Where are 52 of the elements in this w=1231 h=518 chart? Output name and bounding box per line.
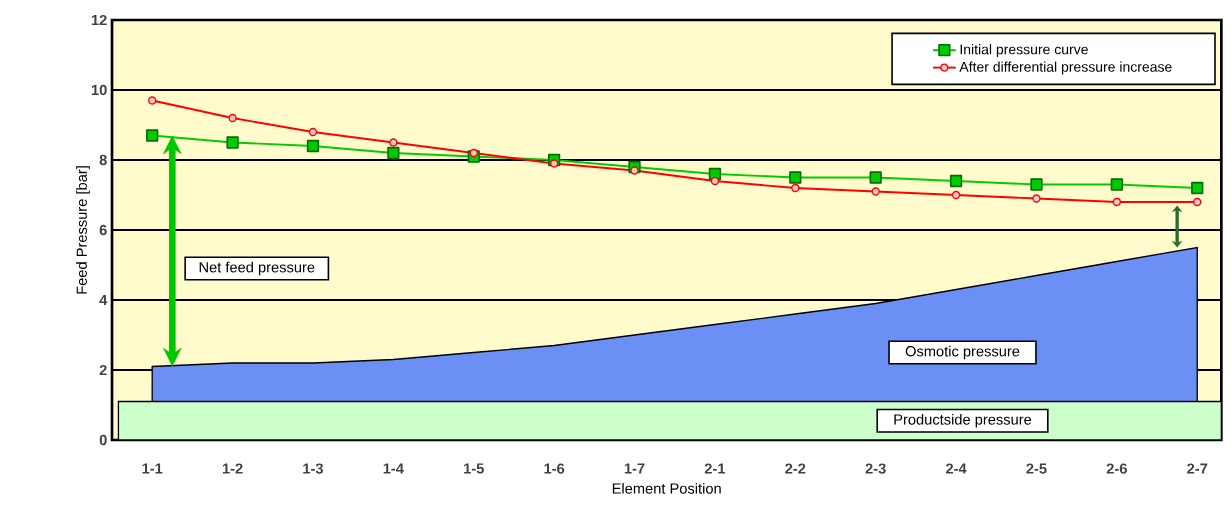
x-tick-label: 1-7: [624, 463, 645, 474]
x-tick-label: 1-4: [383, 463, 404, 474]
point: [1112, 197, 1121, 207]
point: [949, 174, 963, 188]
point: [389, 138, 398, 147]
point: [146, 129, 159, 142]
point: [387, 146, 400, 160]
point: [869, 171, 882, 184]
point: [1032, 194, 1041, 203]
y-axis-title: Feed Pressure [bar]: [76, 166, 90, 294]
series-label: Osmotic pressure: [905, 345, 1020, 360]
legend-label: After differential pressure increase: [959, 61, 1172, 75]
y-tick-label: 4: [99, 294, 108, 306]
x-tick-label: 2-3: [865, 463, 886, 474]
point: [951, 190, 961, 200]
x-tick-label: 2-2: [785, 463, 806, 474]
x-tick-label: 2-7: [1187, 463, 1208, 474]
point: [1193, 197, 1202, 207]
point: [871, 187, 880, 196]
y-tick-label: 12: [91, 14, 107, 26]
point: [789, 171, 802, 184]
point: [1110, 178, 1123, 191]
point: [791, 183, 800, 193]
point: [1191, 181, 1204, 195]
x-tick-label: 2-6: [1106, 463, 1127, 474]
y-tick-label: 8: [99, 154, 107, 166]
point: [710, 176, 720, 186]
point: [306, 139, 320, 153]
point: [228, 113, 237, 123]
x-tick-label: 2-5: [1026, 463, 1047, 474]
x-tick-label: 1-5: [464, 463, 484, 474]
annotation: Net feed pressure: [199, 261, 315, 276]
legend-label: Initial pressure curve: [960, 44, 1088, 58]
point: [630, 166, 639, 175]
x-tick-label: 2-4: [945, 463, 967, 474]
point: [308, 127, 318, 137]
point: [469, 148, 478, 158]
point: [148, 96, 157, 105]
band-label: Productside pressure: [894, 413, 1032, 428]
x-tick-label: 1-2: [222, 463, 243, 474]
point: [1030, 178, 1043, 191]
y-tick-label: 0: [99, 434, 107, 446]
y-tick-label: 2: [99, 364, 107, 376]
y-tick-label: 10: [91, 84, 107, 96]
point: [226, 136, 239, 149]
point: [550, 159, 559, 168]
x-tick-label: 1-1: [142, 463, 163, 474]
x-axis-title: Element Position: [612, 482, 721, 494]
x-tick-label: 2-1: [704, 463, 726, 474]
x-tick-label: 1-3: [303, 463, 324, 474]
x-tick-label: 1-6: [544, 463, 565, 474]
y-tick-label: 6: [99, 224, 107, 236]
